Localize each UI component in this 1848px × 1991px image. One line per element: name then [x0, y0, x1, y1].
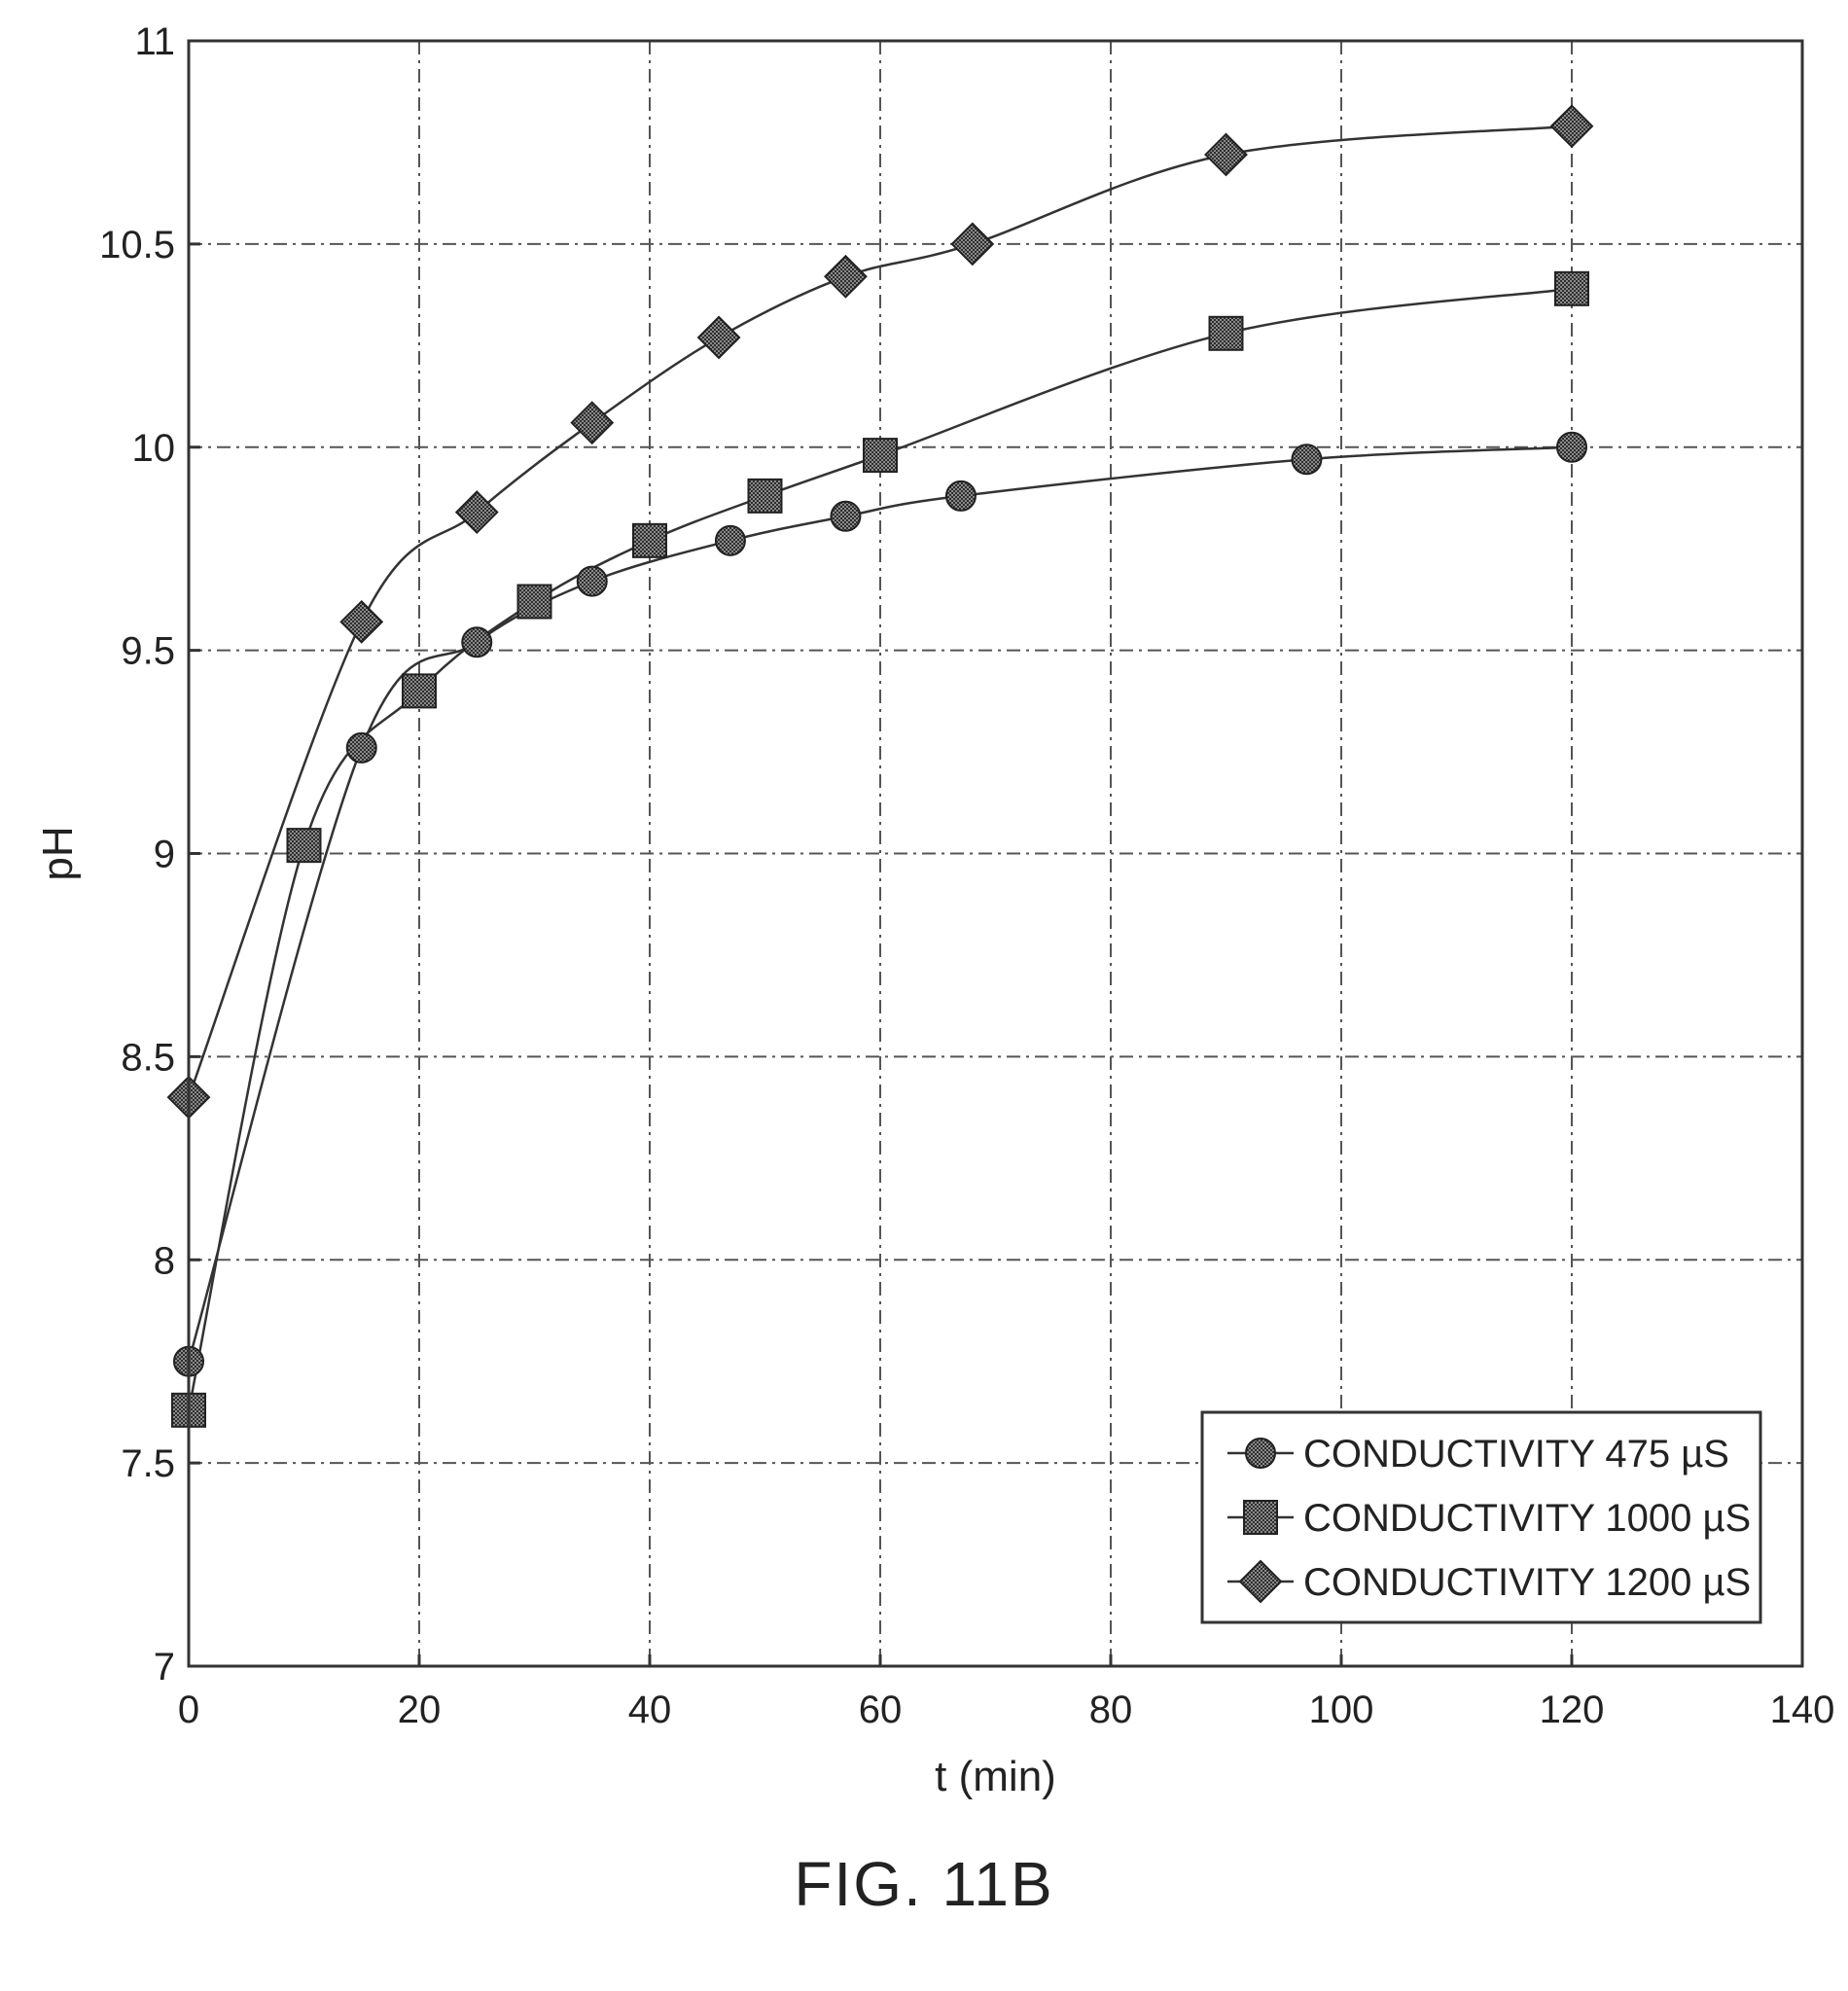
data-point-diamond — [950, 222, 995, 267]
series-line-circle — [187, 445, 1573, 1363]
y-tick-label: 7 — [154, 1646, 175, 1689]
data-point-square — [286, 828, 322, 864]
y-axis-title: pH — [34, 826, 82, 880]
x-axis-title: t (min) — [935, 1753, 1056, 1800]
data-point-square — [516, 584, 552, 620]
data-point-diamond — [454, 490, 499, 535]
data-point-diamond — [570, 401, 615, 445]
axis-ticks: 0 20 40 60 80 100 120 140 7 7.5 8 8.5 9 9.5 10 10.5 11 — [99, 20, 1834, 1731]
y-tick-label: 8.5 — [121, 1036, 175, 1079]
data-point-square — [1554, 270, 1589, 306]
x-tick-label: 120 — [1540, 1689, 1605, 1731]
x-tick-label: 20 — [398, 1689, 442, 1731]
x-tick-label: 0 — [178, 1689, 199, 1731]
legend-label: CONDUCTIVITY 475 µS — [1303, 1433, 1729, 1475]
data-point-square — [402, 673, 437, 709]
x-tick-label: 140 — [1770, 1689, 1835, 1731]
legend-box — [1200, 1410, 1762, 1624]
data-point-diamond — [696, 315, 741, 360]
data-point-circle — [714, 524, 746, 556]
data-point-diamond — [1204, 132, 1248, 177]
x-tick-label: 100 — [1309, 1689, 1374, 1731]
y-tick-label: 10.5 — [99, 224, 175, 267]
data-point-square — [632, 522, 667, 558]
data-point-circle — [1556, 431, 1587, 463]
legend: CONDUCTIVITY 475 µS CONDUCTIVITY 1000 µS C… — [1200, 1410, 1762, 1624]
data-point-circle — [461, 626, 493, 658]
chart: 0 20 40 60 80 100 120 140 7 7.5 8 8.5 9 9.5 10 10.5 11 t… — [34, 20, 1834, 1800]
y-tick-label: 9 — [154, 834, 175, 876]
x-tick-label: 60 — [859, 1689, 903, 1731]
data-point-circle — [345, 731, 377, 764]
y-tick-label: 7.5 — [121, 1442, 175, 1485]
data-point-square — [863, 438, 898, 474]
y-tick-label: 9.5 — [121, 630, 175, 673]
y-tick-label: 10 — [132, 427, 176, 470]
data-point-diamond — [1549, 104, 1594, 149]
x-tick-label: 80 — [1089, 1689, 1133, 1731]
y-tick-label: 8 — [154, 1239, 175, 1282]
figure-caption: FIG. 11B — [794, 1849, 1054, 1919]
data-point-circle — [576, 565, 608, 597]
data-point-square — [1208, 315, 1244, 351]
data-point-diamond — [339, 599, 384, 644]
data-point-circle — [944, 480, 977, 512]
y-tick-label: 11 — [134, 20, 175, 63]
data-point-square — [747, 478, 783, 514]
legend-label: CONDUCTIVITY 1000 µS — [1303, 1497, 1751, 1540]
data-point-circle — [830, 500, 862, 532]
data-point-circle — [1291, 444, 1323, 476]
grid — [189, 41, 1802, 1666]
legend-label: CONDUCTIVITY 1200 µS — [1303, 1561, 1751, 1604]
data-point-diamond — [824, 254, 868, 299]
legend-marker-circle — [1245, 1438, 1276, 1469]
x-tick-label: 40 — [628, 1689, 672, 1731]
legend-marker-diamond — [1238, 1559, 1283, 1604]
legend-marker-square — [1243, 1500, 1278, 1535]
